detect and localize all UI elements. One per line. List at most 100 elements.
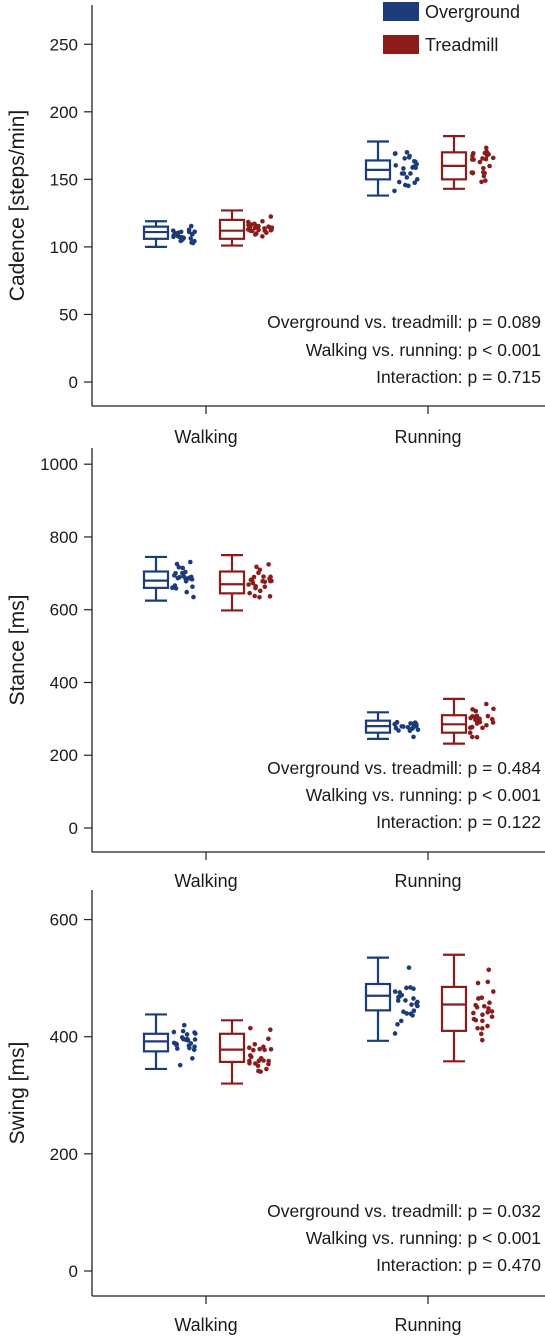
data-point [401, 171, 407, 176]
swing-panel: 0 200 400 600 Swing [ms] Walking Running Overgr… [6, 890, 545, 1335]
data-point [260, 234, 265, 239]
data-point [246, 582, 251, 587]
data-point [485, 1023, 490, 1029]
y-tick-label: 0 [69, 373, 78, 392]
x-tick-label: Running [394, 427, 461, 447]
data-point [487, 1000, 492, 1006]
data-point [268, 574, 273, 580]
data-point [251, 574, 257, 580]
x-tick-label: Walking [174, 1315, 237, 1335]
data-point [189, 577, 195, 582]
data-point [411, 734, 416, 740]
data-point [262, 579, 268, 585]
data-point [392, 1031, 398, 1036]
data-point [401, 166, 406, 171]
x-tick-label: Running [394, 871, 461, 891]
data-point [192, 1037, 198, 1042]
data-point [394, 719, 400, 725]
data-point [173, 570, 178, 576]
box-iqr [218, 1032, 246, 1064]
legend-label-treadmill: Treadmill [425, 35, 498, 55]
data-point [481, 165, 486, 171]
data-point [256, 227, 261, 233]
stat-annotation: Overground vs. treadmill: p = 0.484 [267, 758, 541, 778]
data-point [407, 728, 413, 733]
data-point [411, 1008, 417, 1013]
data-point [260, 218, 265, 224]
data-point [413, 165, 418, 171]
data-point [267, 594, 273, 599]
data-point [393, 163, 399, 168]
data-point [481, 1003, 487, 1009]
box-iqr [218, 218, 246, 240]
data-point [248, 222, 254, 227]
stat-annotation: Overground vs. treadmill: p = 0.032 [267, 1201, 541, 1221]
data-point [247, 1053, 253, 1058]
data-point [395, 1022, 400, 1027]
y-axis-label: Swing [ms] [6, 1042, 29, 1145]
data-point [479, 1031, 484, 1037]
data-point [409, 1002, 414, 1007]
data-point [411, 158, 417, 164]
data-point [257, 588, 263, 594]
data-point [184, 1032, 190, 1037]
data-point [184, 1036, 190, 1042]
y-tick-label: 600 [50, 601, 78, 620]
data-point [395, 998, 401, 1003]
data-point [474, 734, 480, 740]
data-point [183, 578, 189, 584]
y-axis-label: Cadence [steps/min] [6, 110, 29, 301]
data-point [257, 567, 263, 573]
data-point [188, 559, 193, 565]
data-point [268, 1046, 274, 1052]
data-point [392, 989, 398, 994]
data-point [248, 228, 253, 234]
data-point [397, 990, 403, 995]
data-point [485, 713, 491, 719]
data-point [415, 1003, 420, 1009]
data-point [491, 706, 496, 712]
data-point [250, 580, 256, 586]
data-point [480, 725, 485, 731]
data-point [415, 727, 421, 733]
data-point [177, 1062, 183, 1068]
data-point [192, 1044, 197, 1049]
data-point [470, 707, 475, 712]
data-point [404, 150, 410, 155]
data-point [186, 229, 192, 235]
stat-annotation: Interaction: p = 0.470 [376, 1255, 541, 1275]
data-point [268, 214, 274, 219]
data-point [475, 1025, 480, 1031]
x-tick-label: Running [394, 1315, 461, 1335]
data-point [406, 183, 411, 189]
y-axis-label: Stance [ms] [6, 595, 29, 706]
data-point [180, 1036, 186, 1042]
data-point [246, 1045, 252, 1050]
data-point [406, 965, 412, 970]
data-point [178, 238, 184, 244]
data-point [486, 967, 492, 973]
y-tick-label: 200 [50, 1145, 78, 1164]
data-point [471, 1010, 476, 1016]
data-point [175, 230, 181, 236]
data-point [405, 725, 411, 730]
data-point [484, 701, 489, 707]
data-point [180, 565, 186, 571]
data-point [468, 715, 473, 721]
data-point [188, 223, 194, 229]
y-tick-label: 150 [50, 170, 78, 189]
data-point [396, 728, 401, 733]
data-point [483, 145, 489, 151]
data-point [467, 730, 473, 736]
data-point [479, 1026, 485, 1031]
data-point [190, 240, 196, 246]
data-point [470, 153, 475, 159]
data-point [393, 151, 398, 156]
data-point [171, 234, 176, 240]
data-point [483, 156, 489, 162]
data-point [477, 159, 483, 165]
data-point [252, 593, 257, 599]
data-point [490, 155, 496, 161]
data-point [475, 980, 481, 986]
data-point [485, 1010, 490, 1015]
